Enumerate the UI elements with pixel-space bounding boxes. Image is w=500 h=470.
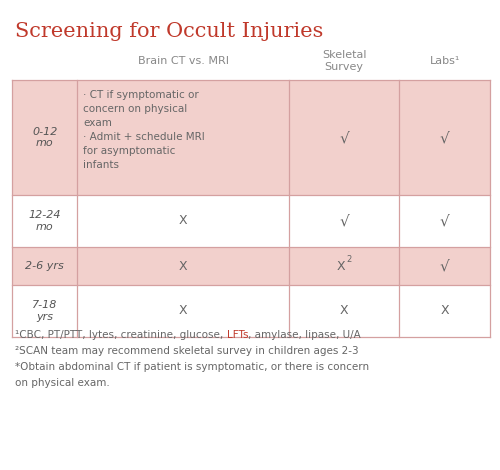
- Bar: [12, 247, 490, 285]
- Text: X: X: [337, 259, 345, 273]
- Text: √: √: [440, 258, 450, 274]
- Text: Labs¹: Labs¹: [430, 56, 460, 66]
- Text: Screening for Occult Injuries: Screening for Occult Injuries: [15, 22, 324, 41]
- Text: X: X: [179, 259, 188, 273]
- Text: , amylase, lipase, U/A: , amylase, lipase, U/A: [248, 330, 361, 340]
- Text: 0-12
mo: 0-12 mo: [32, 127, 58, 149]
- Text: ²SCAN team may recommend skeletal survey in children ages 2-3: ²SCAN team may recommend skeletal survey…: [15, 346, 358, 356]
- Text: √: √: [440, 213, 450, 228]
- Text: X: X: [440, 305, 449, 318]
- Text: √: √: [339, 213, 349, 228]
- Text: √: √: [339, 130, 349, 145]
- Text: 2: 2: [346, 256, 352, 265]
- Text: 7-18
yrs: 7-18 yrs: [32, 300, 58, 322]
- Bar: [12, 80, 490, 195]
- Text: X: X: [340, 305, 348, 318]
- Text: Skeletal
Survey: Skeletal Survey: [322, 50, 366, 72]
- Text: on physical exam.: on physical exam.: [15, 378, 110, 388]
- Text: X: X: [179, 305, 188, 318]
- Text: √: √: [440, 130, 450, 145]
- Text: 12-24
mo: 12-24 mo: [28, 210, 61, 232]
- Text: Brain CT vs. MRI: Brain CT vs. MRI: [138, 56, 228, 66]
- Text: ¹CBC, PT/PTT, lytes, creatinine, glucose,: ¹CBC, PT/PTT, lytes, creatinine, glucose…: [15, 330, 227, 340]
- Text: X: X: [179, 214, 188, 227]
- Text: LFTs: LFTs: [226, 330, 248, 340]
- Text: · CT if symptomatic or
concern on physical
exam
· Admit + schedule MRI
for asymp: · CT if symptomatic or concern on physic…: [84, 89, 205, 170]
- Text: *Obtain abdominal CT if patient is symptomatic, or there is concern: *Obtain abdominal CT if patient is sympt…: [15, 362, 369, 372]
- Text: 2-6 yrs: 2-6 yrs: [26, 261, 64, 271]
